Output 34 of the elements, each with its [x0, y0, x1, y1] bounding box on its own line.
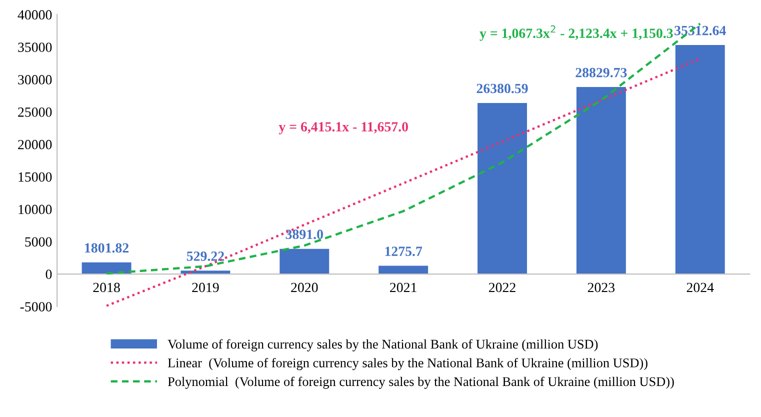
- x-tick-label: 2022: [488, 282, 516, 292]
- y-tick-label: 5000: [25, 237, 52, 247]
- y-tick-label: 10000: [18, 204, 52, 214]
- data-label: 35312.64: [674, 26, 726, 36]
- x-tick-label: 2019: [192, 282, 219, 292]
- bar: [576, 87, 626, 274]
- bar: [378, 266, 428, 274]
- y-tick-label: 40000: [18, 10, 52, 20]
- y-tick-label: -5000: [20, 302, 52, 312]
- data-label: 1275.7: [385, 246, 422, 256]
- y-tick-label: 25000: [18, 107, 52, 117]
- data-label: 26380.59: [476, 84, 528, 94]
- y-tick-label: 35000: [18, 42, 52, 52]
- x-tick-label: 2024: [686, 282, 714, 292]
- x-tick-label: 2018: [93, 282, 120, 292]
- bar: [478, 102, 527, 274]
- y-tick-label: 30000: [18, 75, 52, 84]
- data-label: 529.22: [186, 252, 224, 261]
- x-tick-label: 2023: [588, 282, 615, 292]
- legend-label: Linear (Volume of foreign currency sales by the National Bank of Ukraine (million USD)): [168, 358, 648, 370]
- annotation: y = 1,067.3x$^{2}$ - 2,123.4x + 1,150.3: [480, 25, 673, 41]
- data-label: 3891.0: [286, 230, 323, 240]
- x-tick-label: 2020: [291, 282, 318, 292]
- legend-label: Volume of foreign currency sales by the National Bank of Ukraine (million USD): [168, 339, 598, 352]
- y-tick-label: 15000: [18, 172, 52, 182]
- bar: [675, 45, 725, 274]
- y-tick-label: 0: [46, 270, 52, 280]
- annotation: y = 6,415.1x - 11,657.0: [278, 122, 408, 134]
- data-label: 28829.73: [576, 68, 627, 78]
- y-tick-label: 20000: [18, 140, 52, 150]
- data-label: 1801.82: [85, 243, 129, 253]
- legend-label: Polynomial (Volume of foreign currency sales by the National Bank of Ukraine (million USD)): [168, 376, 674, 389]
- bar: [280, 248, 330, 274]
- x-tick-label: 2021: [390, 282, 416, 292]
